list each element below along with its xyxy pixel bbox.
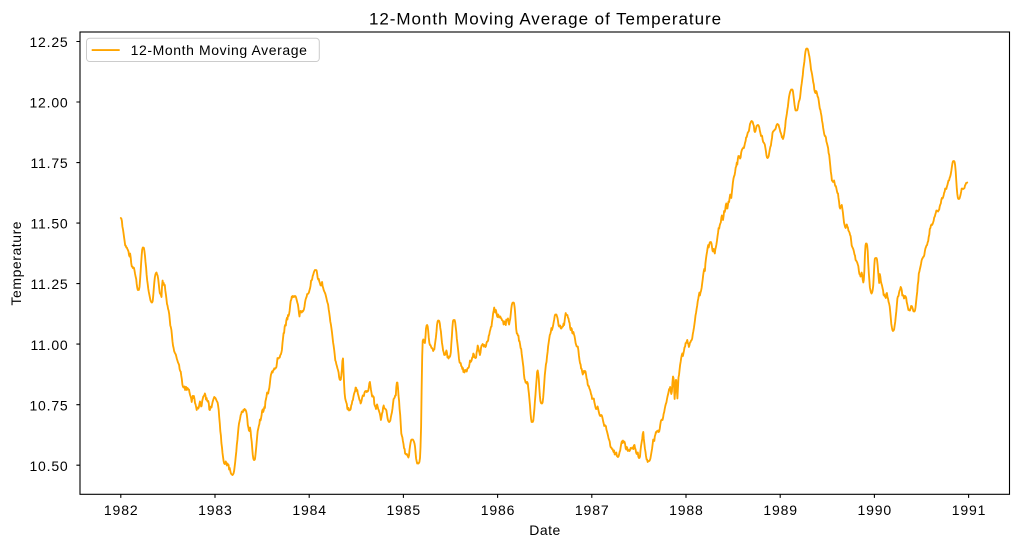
svg-text:12-Month Moving Average: 12-Month Moving Average (131, 42, 308, 58)
svg-text:1983: 1983 (198, 502, 233, 518)
svg-text:1991: 1991 (952, 502, 987, 518)
svg-text:10.75: 10.75 (29, 397, 68, 413)
svg-text:11.25: 11.25 (31, 276, 69, 292)
svg-text:1987: 1987 (575, 502, 610, 518)
svg-text:1986: 1986 (481, 502, 516, 518)
svg-text:10.50: 10.50 (29, 458, 68, 474)
svg-text:11.75: 11.75 (31, 155, 69, 171)
svg-text:Date: Date (529, 522, 561, 538)
svg-text:1984: 1984 (292, 502, 327, 518)
svg-text:Temperature: Temperature (8, 221, 24, 306)
svg-text:12.25: 12.25 (29, 34, 68, 50)
svg-text:12-Month Moving Average of Tem: 12-Month Moving Average of Temperature (369, 9, 722, 28)
svg-text:1985: 1985 (387, 502, 422, 518)
svg-text:11.00: 11.00 (31, 337, 69, 353)
svg-text:1988: 1988 (669, 502, 704, 518)
svg-text:1989: 1989 (763, 502, 798, 518)
svg-text:11.50: 11.50 (31, 216, 69, 232)
svg-text:1982: 1982 (104, 502, 139, 518)
svg-text:12.00: 12.00 (29, 95, 68, 111)
svg-text:1990: 1990 (858, 502, 893, 518)
